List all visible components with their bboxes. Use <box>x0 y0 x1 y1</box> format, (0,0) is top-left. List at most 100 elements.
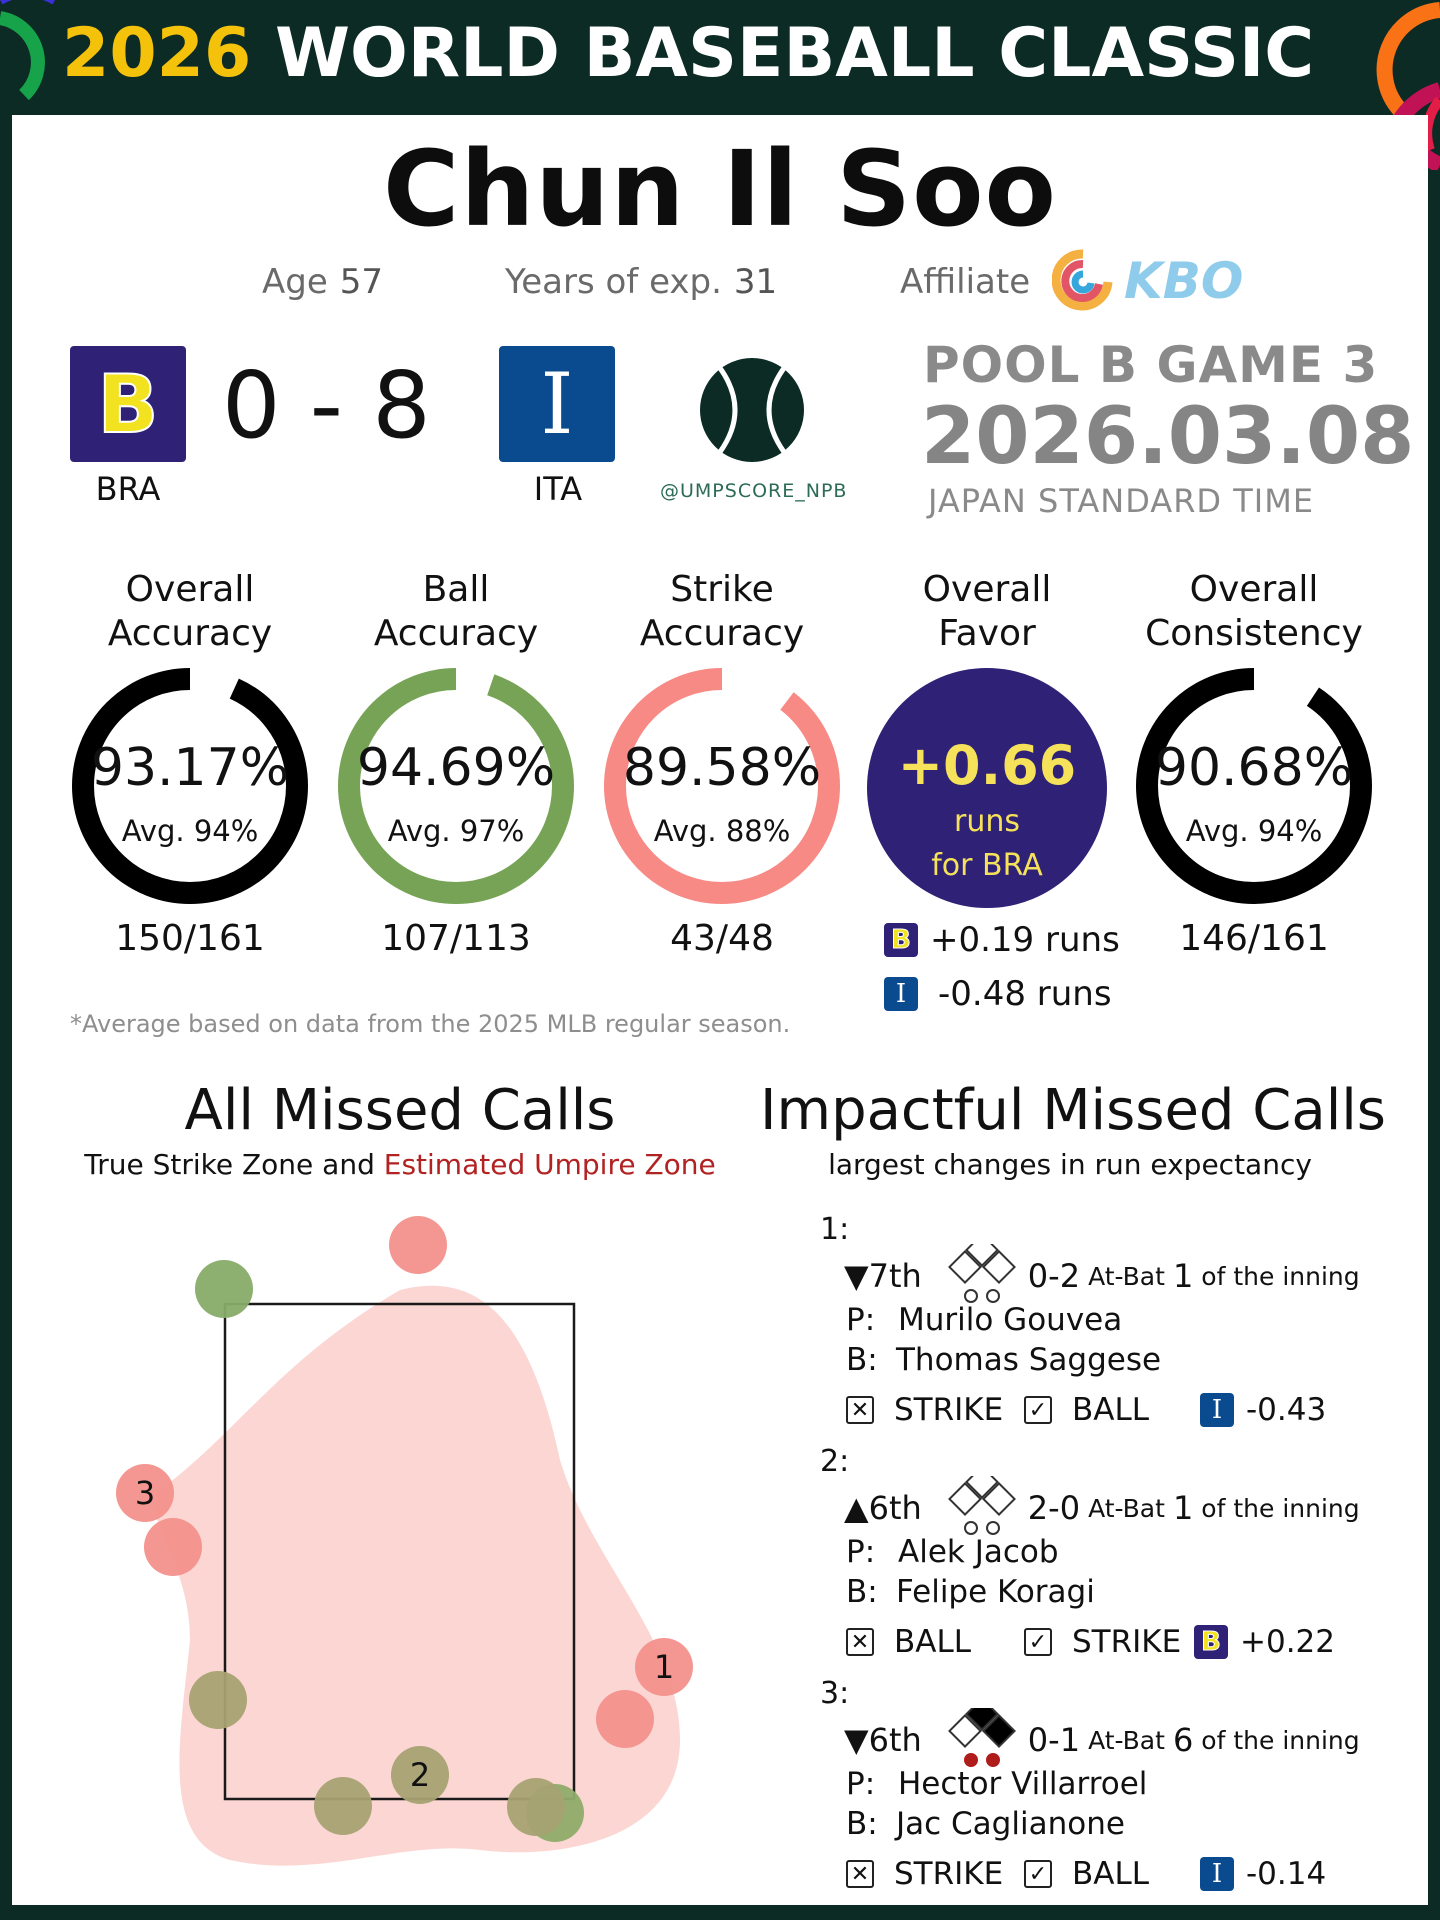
stat-title-line2: Accuracy <box>107 613 273 654</box>
of-inning-label: of the inning <box>1201 1493 1360 1523</box>
favor-circle <box>867 668 1107 908</box>
stat-value: 89.58% <box>622 738 822 798</box>
call-inning: ▼7th <box>844 1257 922 1295</box>
batter-line: B: Felipe Koragi <box>846 1574 1095 1610</box>
corner-arc-left-icon <box>0 0 55 101</box>
run-delta: +0.22 <box>1240 1624 1335 1660</box>
batter-name: Thomas Saggese <box>896 1342 1162 1378</box>
stat-title-line1: Ball <box>422 569 490 610</box>
favored-team-letter: B <box>1201 1627 1222 1658</box>
age-label: Age <box>262 262 328 302</box>
favored-team-letter: I <box>1211 1859 1223 1889</box>
run-delta: -0.43 <box>1246 1392 1327 1428</box>
age-meta: Age 57 <box>262 262 383 302</box>
missed-call-dot <box>189 1671 247 1729</box>
favor-value: +0.66 <box>897 734 1077 797</box>
home-team-logo: B <box>70 346 186 462</box>
affiliate-value: KBO <box>1124 252 1244 310</box>
pitcher-line: P: Alek Jacob <box>846 1534 1059 1570</box>
away-team-letter: I <box>540 355 574 453</box>
stat-ring-arc <box>1136 668 1372 904</box>
of-inning-label: of the inning <box>1201 1725 1360 1755</box>
call-situation: ▼6th 0-1 At-Bat 6 of the inning <box>844 1708 1368 1772</box>
pitcher-label: P: <box>846 1534 876 1570</box>
call-situation: ▼7th 0-2 At-Bat 1 of the inning <box>844 1244 1368 1308</box>
away-team-logo: I <box>499 346 615 462</box>
missed-call-dot <box>116 1464 174 1522</box>
impactful-calls-title: Impactful Missed Calls <box>760 1078 1386 1143</box>
base-runners-icon <box>947 1476 1016 1535</box>
stat-title-line1: Overall <box>125 569 255 610</box>
missed-call-label-3: 3 <box>135 1474 155 1512</box>
true-strike-zone <box>223 1302 576 1801</box>
favor-title-line2: Favor <box>938 613 1036 654</box>
stat-title-line1: Strike <box>670 569 774 610</box>
call-made: BALL <box>894 1624 972 1660</box>
wrong-call-x-icon: ✕ <box>846 1860 874 1888</box>
bra-runs-line: B +0.19 runs <box>884 920 1120 960</box>
batter-label: B: <box>846 1574 878 1610</box>
stat-average: Avg. 88% <box>653 814 791 848</box>
pool-game-label: POOL B GAME 3 <box>923 336 1379 394</box>
missed-call-dot <box>314 1777 372 1835</box>
call-number: 1: <box>820 1212 850 1247</box>
stat-ring <box>604 668 840 904</box>
pitcher-label: P: <box>846 1766 876 1802</box>
stat-title-line2: Consistency <box>1145 613 1363 654</box>
stat-title-line2: Accuracy <box>639 613 805 654</box>
call-result: ✕ BALL ✓ STRIKE B +0.22 <box>846 1624 1335 1660</box>
bra-mini-logo: B <box>884 923 918 957</box>
estimated-umpire-zone <box>155 1285 681 1866</box>
missed-call-dot <box>507 1778 565 1836</box>
missed-call-dot <box>596 1690 654 1748</box>
ita-runs-value: -0.48 runs <box>938 974 1112 1014</box>
batter-label: B: <box>846 1806 878 1842</box>
call-number: 2: <box>820 1444 850 1479</box>
base-runners-icon <box>947 1708 1016 1767</box>
age-value: 57 <box>339 262 384 302</box>
run-delta: -0.14 <box>1246 1856 1327 1892</box>
stat-ring-arc <box>604 668 840 904</box>
game-date: 2026.03.08 <box>921 392 1415 482</box>
home-team-code: BRA <box>95 470 161 508</box>
call-made: STRIKE <box>894 1392 1004 1428</box>
affiliate-label: Affiliate <box>900 262 1031 302</box>
game-score: 0 - 8 <box>222 352 431 459</box>
favored-team-logo: I <box>1200 1393 1234 1427</box>
average-footnote: *Average based on data from the 2025 MLB… <box>70 1010 791 1038</box>
stat-fraction: 150/161 <box>115 918 265 959</box>
at-bat-number: 6 <box>1172 1721 1194 1759</box>
wrong-call-x-icon: ✕ <box>846 1396 874 1424</box>
stat-fraction: 107/113 <box>381 918 531 959</box>
bra-mini-letter: B <box>891 925 912 956</box>
ita-runs-line: I -0.48 runs <box>884 974 1112 1014</box>
at-bat-label: At-Bat <box>1088 1493 1165 1523</box>
missed-call-dot <box>144 1518 202 1576</box>
call-result: ✕ STRIKE ✓ BALL I -0.14 <box>846 1856 1326 1892</box>
missed-call-label-2: 2 <box>410 1756 430 1794</box>
pitcher-label: P: <box>846 1302 876 1338</box>
experience-meta: Years of exp. 31 <box>505 262 777 302</box>
favored-team-logo: B <box>1194 1625 1228 1659</box>
missed-call-dot <box>391 1746 449 1804</box>
pitcher-name: Murilo Gouvea <box>898 1302 1123 1338</box>
at-bat-label: At-Bat <box>1088 1261 1165 1291</box>
call-made: STRIKE <box>894 1856 1004 1892</box>
pitcher-name: Alek Jacob <box>898 1534 1059 1570</box>
ita-mini-letter: I <box>895 979 907 1009</box>
true-zone-label: True Strike Zone and <box>84 1148 384 1181</box>
stat-title-line2: Accuracy <box>373 613 539 654</box>
at-bat-label: At-Bat <box>1088 1725 1165 1755</box>
of-inning-label: of the inning <box>1201 1261 1360 1291</box>
away-team-code: ITA <box>533 470 583 508</box>
stat-title: Strike Accuracy <box>592 568 852 656</box>
call-number: 3: <box>820 1676 850 1711</box>
call-count: 0-1 <box>1027 1721 1081 1759</box>
favor-title-line1: Overall <box>922 569 1052 610</box>
event-name: WORLD BASEBALL CLASSIC <box>274 14 1315 93</box>
stat-value: 90.68% <box>1154 738 1354 798</box>
stat-title-line1: Overall <box>1189 569 1319 610</box>
stat-fraction: 146/161 <box>1179 918 1329 959</box>
correct-call-check-icon: ✓ <box>1024 1628 1052 1656</box>
all-missed-calls-title: All Missed Calls <box>184 1078 616 1143</box>
